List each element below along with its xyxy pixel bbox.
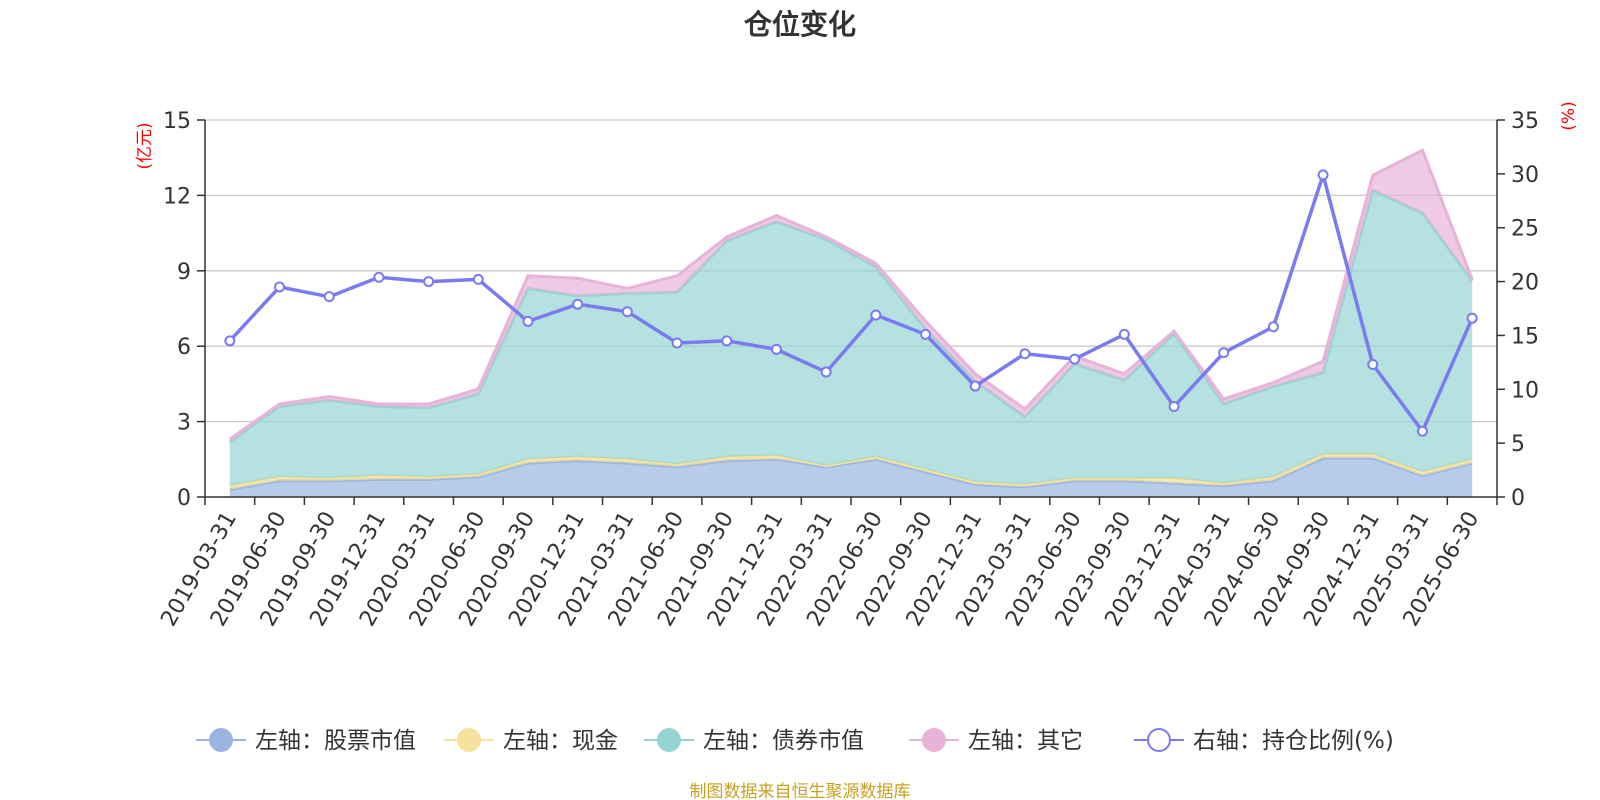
legend-marker — [1147, 728, 1171, 752]
holding-ratio-point — [1317, 169, 1329, 181]
right-axis-tick-label: 0 — [1511, 486, 1525, 511]
holding-ratio-point — [671, 337, 683, 349]
left-axis-tick-label: 3 — [177, 411, 191, 436]
right-axis-tick-label: 5 — [1511, 432, 1525, 457]
right-axis-tick-label: 20 — [1511, 271, 1539, 296]
holding-ratio-point — [1118, 328, 1130, 340]
area-fill — [229, 458, 1473, 497]
legend-label: 右轴：持仓比例(%) — [1193, 728, 1394, 754]
holding-ratio-point — [572, 298, 584, 310]
right-axis-tick-label: 10 — [1511, 378, 1539, 403]
holding-ratio-point — [1218, 347, 1230, 359]
chart-title: 仓位变化 — [744, 8, 856, 41]
legend-marker — [922, 728, 946, 752]
right-axis-tick-label: 35 — [1511, 109, 1539, 134]
holding-ratio-point — [472, 273, 484, 285]
holding-ratio-point — [224, 335, 236, 347]
legend-item[interactable]: 左轴：其它 — [909, 728, 1083, 754]
holding-ratio-point — [1069, 353, 1081, 365]
legend-marker — [457, 728, 481, 752]
legend-marker — [657, 728, 681, 752]
holding-ratio-point — [870, 309, 882, 321]
holding-ratio-line — [228, 173, 1474, 434]
holding-ratio-point — [274, 281, 286, 293]
holding-ratio-point — [1267, 321, 1279, 333]
left-axis-tick-label: 0 — [177, 486, 191, 511]
holding-ratio-point — [820, 366, 832, 378]
holding-ratio-point — [621, 306, 633, 318]
holding-ratio-point — [323, 291, 335, 303]
left-axis-tick-label: 12 — [163, 184, 191, 209]
legend-item[interactable]: 左轴：股票市值 — [196, 728, 416, 754]
right-axis-tick-label: 30 — [1511, 163, 1539, 188]
line-series — [224, 169, 1478, 437]
source-note: 制图数据来自恒生聚源数据库 — [690, 782, 911, 800]
legend[interactable]: 左轴：股票市值 左轴：现金 左轴：债券市值 左轴：其它 右轴：持仓比例(%) — [196, 728, 1394, 754]
holding-ratio-point — [920, 328, 932, 340]
area-fill — [229, 454, 1473, 490]
right-axis-tick-label: 25 — [1511, 217, 1539, 242]
legend-marker — [209, 728, 233, 752]
holding-ratio-point — [1168, 401, 1180, 413]
area-左轴：债券市值 — [228, 188, 1474, 486]
legend-item[interactable]: 左轴：现金 — [444, 728, 618, 754]
left-axis-unit: (亿元) — [135, 122, 155, 169]
holding-ratio-point — [522, 315, 534, 327]
area-左轴：现金 — [229, 452, 1473, 490]
holding-ratio-point — [373, 271, 385, 283]
holding-ratio-point — [1466, 312, 1478, 324]
left-axis-tick-label: 6 — [177, 335, 191, 360]
legend-label: 左轴：债券市值 — [703, 728, 864, 754]
area-series — [228, 148, 1474, 497]
area-fill — [229, 190, 1473, 486]
holding-ratio-point — [969, 380, 981, 392]
holding-ratio-point — [770, 343, 782, 355]
right-axis-tick-label: 15 — [1511, 324, 1539, 349]
area-edge — [228, 148, 1474, 441]
left-axis-tick-label: 9 — [177, 260, 191, 285]
legend-label: 左轴：其它 — [968, 728, 1083, 754]
legend-item[interactable]: 左轴：债券市值 — [644, 728, 864, 754]
holding-ratio-point — [1367, 359, 1379, 371]
right-axis-unit: (%) — [1559, 101, 1579, 130]
holding-ratio-point — [721, 335, 733, 347]
legend-label: 左轴：股票市值 — [255, 728, 416, 754]
holding-ratio-point — [1416, 425, 1428, 437]
area-左轴：其它 — [228, 148, 1474, 442]
legend-label: 左轴：现金 — [503, 728, 618, 754]
holding-ratio-point — [423, 276, 435, 288]
area-edge — [229, 452, 1473, 488]
legend-item[interactable]: 右轴：持仓比例(%) — [1134, 728, 1394, 754]
holding-ratio-point — [1019, 348, 1031, 360]
left-axis-tick-label: 15 — [163, 109, 191, 134]
